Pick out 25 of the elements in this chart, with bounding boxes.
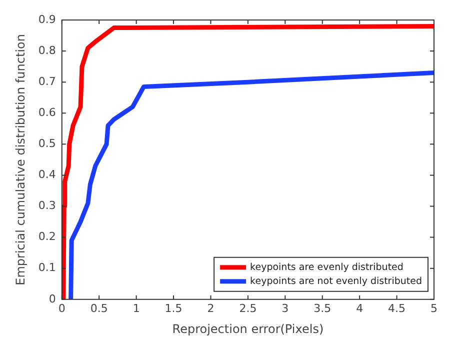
y-tick-label: 0.8	[38, 44, 56, 57]
y-tick-label: 0.5	[38, 137, 56, 150]
x-tick-label: 4.5	[388, 302, 406, 315]
x-axis-title: Reprojection error(Pixels)	[172, 322, 324, 336]
x-tick-label: 5	[430, 302, 438, 315]
y-tick-label: 0.3	[38, 199, 56, 212]
y-tick-label: 0.7	[38, 74, 56, 88]
y-tick-label: 0.2	[38, 230, 56, 244]
x-tick-label: 1.5	[164, 302, 182, 315]
x-tick-label: 3.5	[314, 302, 332, 315]
legend-label: keypoints are evenly distributed	[250, 262, 404, 273]
x-tick-label: 2	[207, 302, 214, 315]
x-tick-label: 3	[282, 302, 289, 315]
x-tick-label: 1	[132, 302, 140, 315]
x-tick-label: 0	[58, 302, 66, 315]
x-tick-label: 0.5	[90, 302, 108, 315]
y-tick-label: 0.4	[38, 168, 56, 182]
legend-label: keypoints are not evenly distributed	[250, 276, 422, 287]
x-tick-label: 4	[356, 302, 364, 315]
y-tick-label: 0	[48, 292, 56, 306]
y-tick-label: 0.6	[38, 106, 56, 119]
y-tick-label: 0.9	[38, 12, 56, 26]
y-axis-title: Empricial cumulative distribution function	[13, 34, 28, 286]
y-tick-label: 0.1	[38, 261, 56, 274]
x-tick-label: 2.5	[239, 302, 257, 315]
